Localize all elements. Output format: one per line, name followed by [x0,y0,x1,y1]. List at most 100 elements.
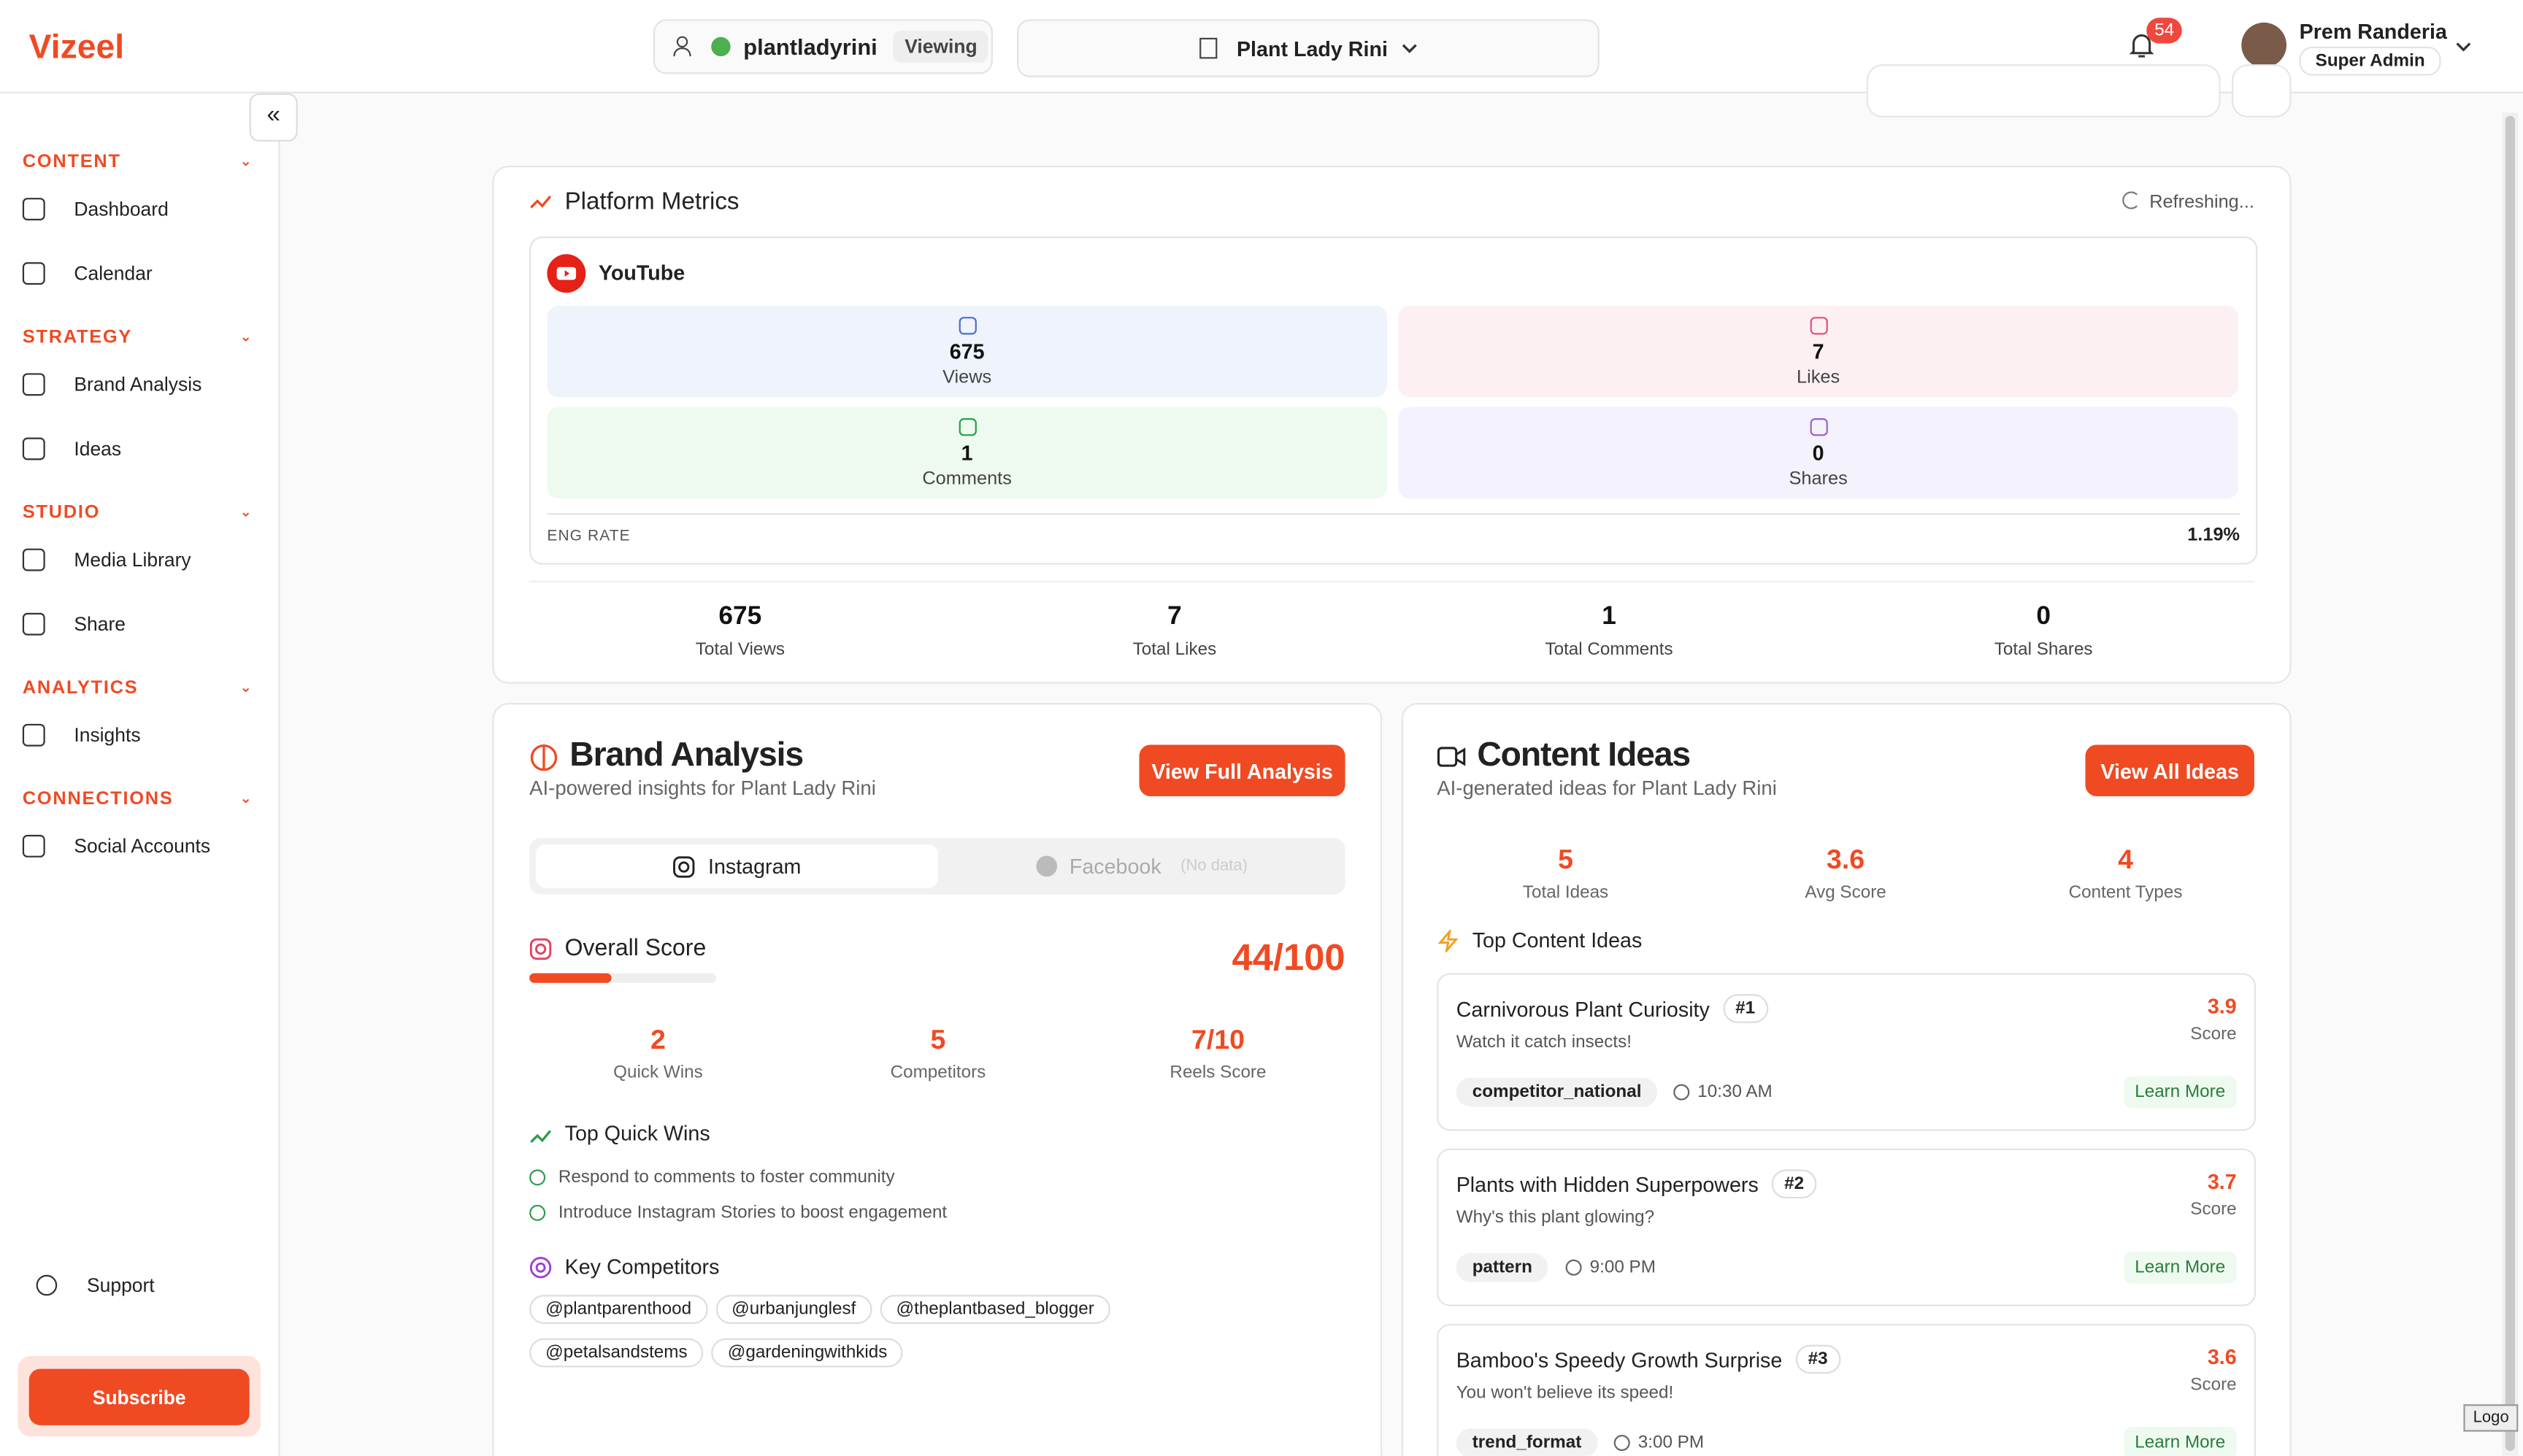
avatar-dot [711,36,731,57]
quick-wins: Respond to comments to foster community I… [529,1160,947,1230]
status-badge: Viewing [893,30,989,63]
section-title[interactable]: STUDIO ⌄ [23,504,252,523]
total-value: 7 [1167,603,1182,631]
bell-icon[interactable] [2129,32,2154,59]
idea-card[interactable]: Carnivorous Plant Curiosity #1 Watch it ca… [1437,973,2257,1131]
stat-value: 2 [650,1024,666,1055]
learn-more[interactable]: Learn More [2123,1251,2237,1284]
nav-item[interactable]: Media Library [22,548,191,571]
section-title[interactable]: STRATEGY ⌄ [23,328,252,347]
competitor-chip[interactable]: @urbanjunglesf [715,1295,872,1324]
users-icon [673,36,691,57]
competitor-chip[interactable]: @theplantbased_blogger [880,1295,1110,1324]
user-avatar[interactable] [2241,22,2286,68]
total-stat: 7 Total Likes [1014,604,1336,660]
notification-badge: 54 [2146,18,2183,44]
nav-item[interactable]: Calendar [22,262,153,285]
collapse-button[interactable]: « [249,93,298,142]
nav-label: Media Library [74,548,191,571]
idea-score-label: Score [2190,1024,2237,1044]
nav-item[interactable]: Dashboard [22,198,169,220]
toolbar-button[interactable] [2232,64,2292,118]
help-icon [36,1274,58,1296]
idea-header: Plants with Hidden Superpowers #2 [1456,1169,1817,1199]
time-text: 10:30 AM [1697,1082,1773,1102]
idea-score: 3.9 [2207,994,2237,1019]
idea-card[interactable]: Bamboo's Speedy Growth Surprise #3 You won… [1437,1323,2257,1456]
building-icon [1199,37,1217,59]
competitor-chip[interactable]: @petalsandstems [529,1338,704,1368]
learn-more[interactable]: Learn More [2123,1076,2237,1109]
user-role: Super Admin [2299,46,2441,76]
view-analysis-button[interactable]: View Full Analysis [1139,744,1345,797]
idea-score: 3.6 [2207,1344,2237,1369]
quick-win-text: Respond to comments to foster community [558,1168,895,1187]
stat: 5 Total Ideas [1429,844,1702,902]
metric-icon [958,418,976,436]
section-title[interactable]: CONTENT ⌄ [23,153,252,172]
stat-value: 5 [930,1024,946,1055]
learn-more[interactable]: Learn More [2123,1427,2237,1456]
account-pill[interactable]: plantladyrini Viewing [653,19,993,74]
subscribe-button[interactable]: Subscribe [28,1368,250,1425]
stat-value: 5 [1558,844,1574,876]
card-subtitle: AI-powered insights for Plant Lady Rini [529,777,876,800]
total-label: Total Comments [1545,640,1673,660]
video-icon [1437,747,1466,767]
tab-facebook[interactable]: Facebook (No data) [945,844,1339,888]
spinner [2121,191,2140,209]
tab-instagram[interactable]: Instagram [535,844,938,888]
idea-title: Bamboo's Speedy Growth Surprise [1456,1347,1783,1371]
brand-analysis-card: Brand Analysis AI-powered insights for P… [492,703,1383,1456]
support-link[interactable]: Support [35,1274,155,1297]
nav-item[interactable]: Insights [22,723,141,747]
subscribe-wrap: Subscribe [18,1356,261,1437]
nav-item[interactable]: Ideas [22,437,121,461]
idea-title: Carnivorous Plant Curiosity [1456,996,1710,1021]
competitor-chip[interactable]: @gardeningwithkids [711,1338,904,1368]
tab-label: Instagram [708,854,802,879]
score-title: Overall Score [564,936,707,963]
view-ideas-button[interactable]: View All Ideas [2085,744,2254,797]
competitor-chip[interactable]: @plantparenthood [529,1295,708,1324]
play-icon [556,266,577,280]
section-title[interactable]: ANALYTICS ⌄ [23,679,252,698]
logo[interactable]: Vizeel [28,28,125,66]
nav-item[interactable]: Brand Analysis [22,373,202,396]
idea-score-label: Score [2190,1375,2237,1395]
account-name: plantladyrini [743,34,878,60]
content-ideas-card: Content Ideas AI-generated ideas for Pla… [1401,703,2292,1456]
nav-icon [22,198,45,220]
idea-time: 9:00 PM [1565,1258,1656,1277]
chevron[interactable] [2454,37,2473,56]
nav-label: Insights [74,723,141,747]
facebook-icon [1035,855,1057,877]
nav-item[interactable]: Social Accounts [22,834,210,858]
chevron: ⌄ [239,503,253,520]
quick-win: Respond to comments to foster community [529,1160,947,1195]
scroll-thumb[interactable] [2505,115,2515,1452]
chevron: ⌄ [239,790,253,806]
metric-label: Views [942,368,992,388]
stat: 7/10 Reels Score [1081,1025,1355,1082]
metric-value: 675 [949,339,985,364]
idea-card[interactable]: Plants with Hidden Superpowers #2 Why's th… [1437,1148,2257,1306]
clock-icon [1565,1259,1582,1276]
section-title: Top Quick Wins [564,1121,710,1146]
toolbar-partial [1866,64,2221,118]
metric-value: 1 [961,440,973,465]
metric-tile: 675 Views [547,305,1387,398]
instagram-icon [673,855,695,877]
nav-item[interactable]: Share [22,612,126,636]
section-title[interactable]: CONNECTIONS ⌄ [23,790,252,809]
brand-select[interactable]: Plant Lady Rini [1016,19,1600,77]
support-text: Support [87,1274,155,1297]
total-value: 0 [2036,603,2051,631]
chevron: ⌄ [239,679,253,696]
nav-label: Share [74,612,126,636]
nav-label: Brand Analysis [74,373,202,396]
section-title: Top Content Ideas [1472,928,1643,952]
idea-time: 10:30 AM [1673,1082,1773,1102]
idea-rank: #3 [1794,1344,1841,1374]
metric-label: Likes [1796,368,1840,388]
